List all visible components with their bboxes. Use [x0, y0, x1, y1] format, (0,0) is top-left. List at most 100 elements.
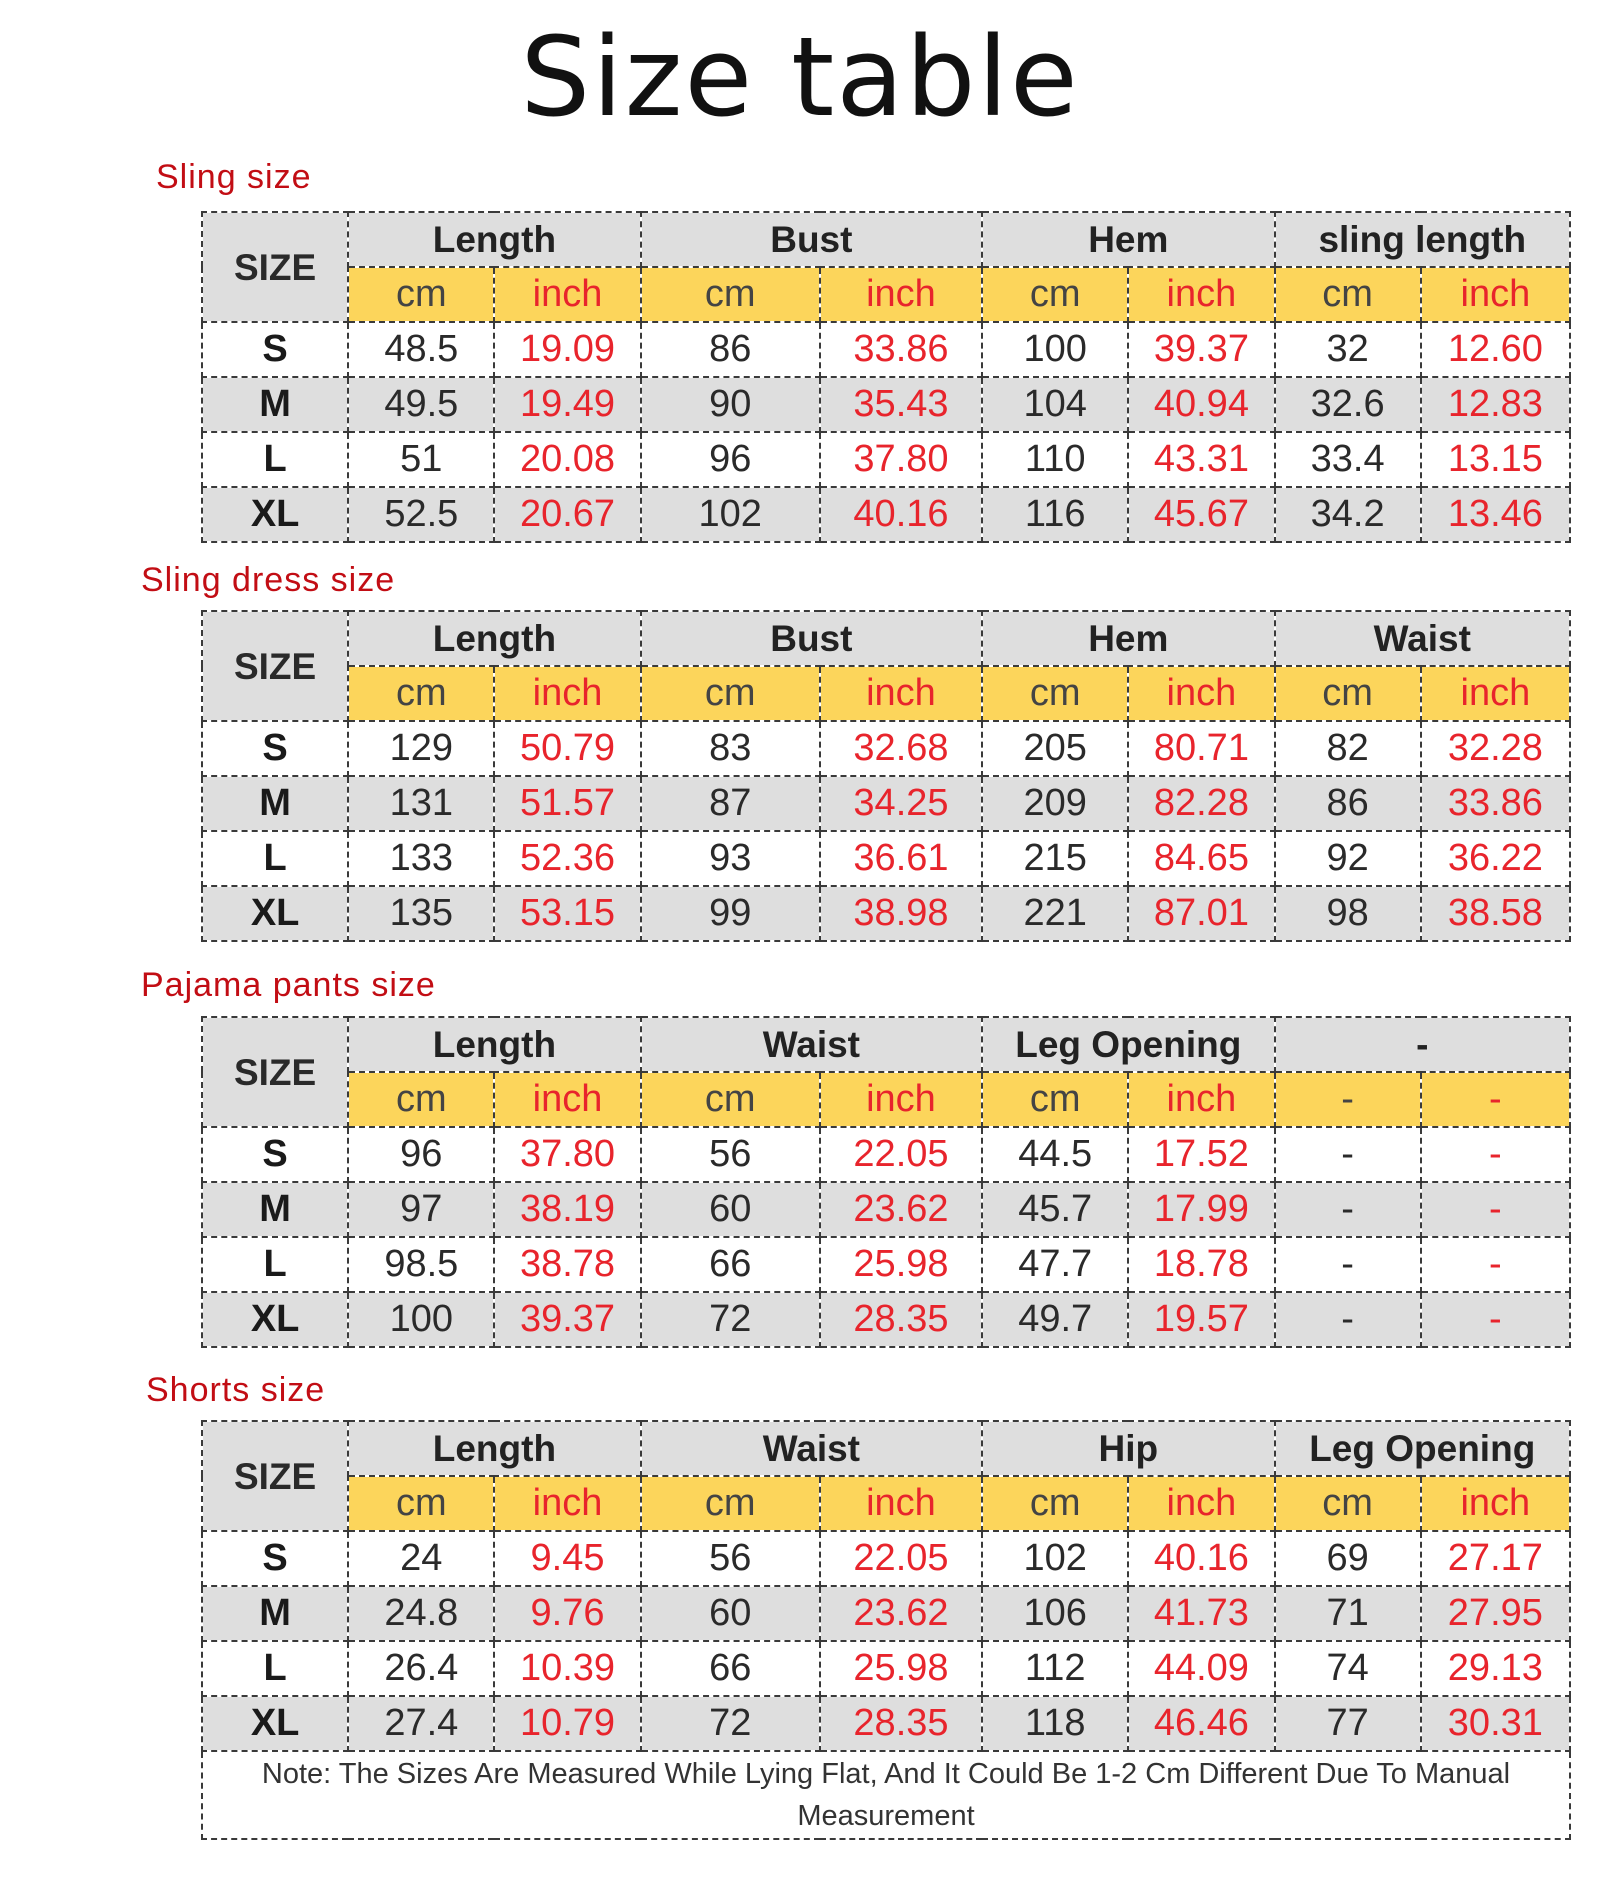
inch-value-cell: 87.01	[1127, 885, 1276, 942]
inch-value-cell: -	[1419, 1236, 1572, 1293]
cm-value-cell: 32	[1273, 321, 1422, 378]
inch-value-cell: 28.35	[818, 1291, 984, 1348]
section-label-shorts-size: Shorts size	[146, 1371, 326, 1409]
inch-value-cell: 20.67	[493, 486, 642, 543]
size-table-sling-dress-size: SIZE Length Bust Hem Waist cm inch cm inch cm inch…	[200, 610, 1572, 942]
size-cell: L	[200, 830, 350, 887]
group-header-bust: Bust	[639, 610, 984, 667]
cm-value-cell: 102	[639, 486, 821, 543]
cm-value-cell: -	[1273, 1181, 1422, 1238]
cm-value-cell: 90	[639, 376, 821, 433]
unit-cm-header: cm	[347, 1071, 496, 1128]
inch-value-cell: 23.62	[818, 1585, 984, 1642]
group-header-row: SIZE Length Bust Hem sling length	[200, 211, 1572, 323]
size-column-header: SIZE	[200, 211, 350, 323]
cm-value-cell: 72	[639, 1695, 821, 1752]
cm-value-cell: -	[1273, 1291, 1422, 1348]
size-cell: M	[200, 1585, 350, 1642]
cm-value-cell: 60	[639, 1181, 821, 1238]
inch-value-cell: 41.73	[1127, 1585, 1276, 1642]
cm-value-cell: 33.4	[1273, 431, 1422, 488]
table-row: XL 27.4 10.79 72 28.35 118 46.46 77 30.31	[200, 1695, 1572, 1752]
cm-value-cell: 100	[347, 1291, 496, 1348]
inch-value-cell: 13.46	[1419, 486, 1572, 543]
cm-value-cell: 32.6	[1273, 376, 1422, 433]
unit-cm-header: cm	[981, 1475, 1130, 1532]
cm-value-cell: 96	[347, 1126, 496, 1183]
cm-value-cell: 66	[639, 1640, 821, 1697]
cm-value-cell: 49.7	[981, 1291, 1130, 1348]
inch-value-cell: 35.43	[818, 376, 984, 433]
size-cell: M	[200, 1181, 350, 1238]
cm-value-cell: 26.4	[347, 1640, 496, 1697]
cm-value-cell: 69	[1273, 1530, 1422, 1587]
cm-value-cell: 77	[1273, 1695, 1422, 1752]
inch-value-cell: -	[1419, 1181, 1572, 1238]
cm-value-cell: 49.5	[347, 376, 496, 433]
cm-value-cell: 96	[639, 431, 821, 488]
table-row: S 48.5 19.09 86 33.86 100 39.37 32 12.60	[200, 321, 1572, 378]
group-header-length: Length	[347, 211, 642, 268]
cm-value-cell: 135	[347, 885, 496, 942]
cm-value-cell: 118	[981, 1695, 1130, 1752]
cm-value-cell: 92	[1273, 830, 1422, 887]
inch-value-cell: 40.16	[1127, 1530, 1276, 1587]
cm-value-cell: 93	[639, 830, 821, 887]
inch-value-cell: 10.79	[493, 1695, 642, 1752]
cm-value-cell: 209	[981, 775, 1130, 832]
inch-value-cell: 38.19	[493, 1181, 642, 1238]
group-header-hem: Hem	[981, 211, 1276, 268]
size-table-shorts-size: SIZE Length Waist Hip Leg Opening cm inch cm inc…	[200, 1420, 1572, 1840]
unit-cm-header: cm	[347, 1475, 496, 1532]
cm-value-cell: 52.5	[347, 486, 496, 543]
table-row: L 51 20.08 96 37.80 110 43.31 33.4 13.15	[200, 431, 1572, 488]
inch-value-cell: 19.57	[1127, 1291, 1276, 1348]
table-row: S 96 37.80 56 22.05 44.5 17.52- -	[200, 1126, 1572, 1183]
inch-value-cell: 84.65	[1127, 830, 1276, 887]
cm-value-cell: 86	[639, 321, 821, 378]
inch-value-cell: 33.86	[818, 321, 984, 378]
group-header-sling-length: sling length	[1273, 211, 1572, 268]
cm-value-cell: 45.7	[981, 1181, 1130, 1238]
group-header-hem: Hem	[981, 610, 1276, 667]
unit-inch-header: inch	[1127, 266, 1276, 323]
group-header-row: SIZE Length Waist Leg Opening -	[200, 1016, 1571, 1128]
group-header-waist: Waist	[639, 1420, 984, 1477]
cm-value-cell: 60	[639, 1585, 821, 1642]
group-header-bust: Bust	[639, 211, 984, 268]
inch-value-cell: 37.80	[818, 431, 984, 488]
unit-inch-header: inch	[493, 1475, 642, 1532]
unit-cm-header: -	[1273, 1071, 1422, 1128]
inch-value-cell: 25.98	[818, 1640, 984, 1697]
size-column-header: SIZE	[200, 1420, 350, 1532]
cm-value-cell: 205	[981, 720, 1130, 777]
unit-cm-header: cm	[347, 665, 496, 722]
cm-value-cell: 48.5	[347, 321, 496, 378]
inch-value-cell: 32.28	[1419, 720, 1572, 777]
section-label-sling-dress-size: Sling dress size	[141, 561, 396, 599]
inch-value-cell: 37.80	[493, 1126, 642, 1183]
unit-inch-header: inch	[1127, 665, 1276, 722]
inch-value-cell: 33.86	[1419, 775, 1572, 832]
inch-value-cell: 27.95	[1419, 1585, 1572, 1642]
cm-value-cell: 129	[347, 720, 496, 777]
inch-value-cell: 12.60	[1419, 321, 1572, 378]
inch-value-cell: 25.98	[818, 1236, 984, 1293]
table-row: L 26.4 10.39 66 25.98 112 44.09 74 29.13	[200, 1640, 1572, 1697]
inch-value-cell: 43.31	[1127, 431, 1276, 488]
inch-value-cell: 12.83	[1419, 376, 1572, 433]
table-row: XL 52.5 20.67 102 40.16 116 45.67 34.2 13.46	[200, 486, 1572, 543]
inch-value-cell: 13.15	[1419, 431, 1572, 488]
section-label-pajama-pants-size: Pajama pants size	[141, 966, 436, 1004]
cm-value-cell: 98.5	[347, 1236, 496, 1293]
cm-value-cell: 24.8	[347, 1585, 496, 1642]
group-header-row: SIZE Length Waist Hip Leg Opening	[200, 1420, 1571, 1532]
inch-value-cell: 27.17	[1419, 1530, 1572, 1587]
inch-value-cell: 28.35	[818, 1695, 984, 1752]
group-header-length: Length	[347, 610, 642, 667]
cm-value-cell: 106	[981, 1585, 1130, 1642]
cm-value-cell: 82	[1273, 720, 1422, 777]
group-header-blank: -	[1273, 1016, 1571, 1073]
inch-value-cell: -	[1419, 1126, 1572, 1183]
cm-value-cell: 110	[981, 431, 1130, 488]
